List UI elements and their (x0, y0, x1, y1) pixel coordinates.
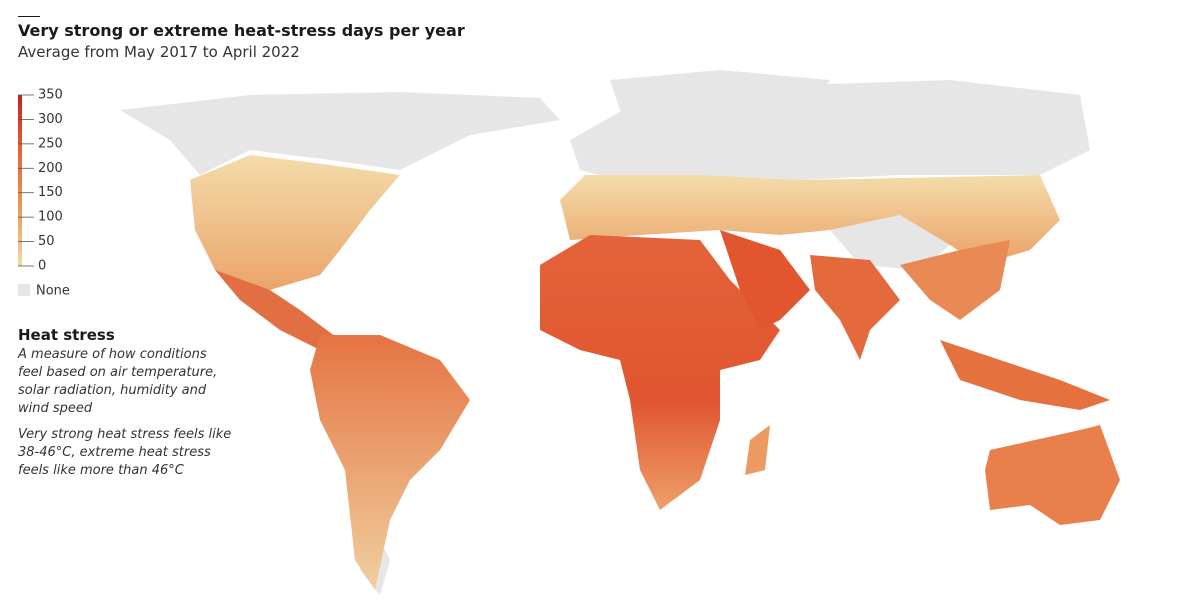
tick-label: 50 (38, 234, 55, 249)
tick-label: 200 (38, 161, 63, 176)
tick-label: 250 (38, 136, 63, 151)
land-low (190, 155, 1060, 300)
note-paragraph: A measure of how conditions feel based on… (18, 346, 231, 418)
tick-label: 0 (38, 259, 46, 274)
note-line: solar radiation, humidity and (18, 383, 207, 398)
tick-label: 350 (38, 88, 63, 103)
tick-label: 100 (38, 210, 63, 225)
note-line: feels like more than 46°C (18, 463, 184, 478)
note-paragraph: Very strong heat stress feels like 38-46°… (18, 426, 231, 480)
none-swatch (18, 284, 30, 296)
none-label: None (36, 284, 70, 299)
note-line: 38-46°C, extreme heat stress (18, 445, 211, 460)
subtitle: Average from May 2017 to April 2022 (18, 43, 300, 61)
note-line: wind speed (18, 401, 93, 416)
tick-label: 150 (38, 185, 63, 200)
land-hot (215, 230, 1120, 590)
title: Very strong or extreme heat-stress days … (18, 21, 465, 40)
notes: A measure of how conditions feel based on… (18, 346, 231, 488)
note-line: feel based on air temperature, (18, 365, 218, 380)
notes-title: Heat stress (18, 326, 115, 344)
note-line: Very strong heat stress feels like (18, 427, 232, 442)
note-line: A measure of how conditions (18, 347, 207, 362)
land-none (120, 70, 1090, 595)
color-bar (18, 95, 22, 266)
rule (18, 16, 40, 17)
tick-label: 300 (38, 112, 63, 127)
